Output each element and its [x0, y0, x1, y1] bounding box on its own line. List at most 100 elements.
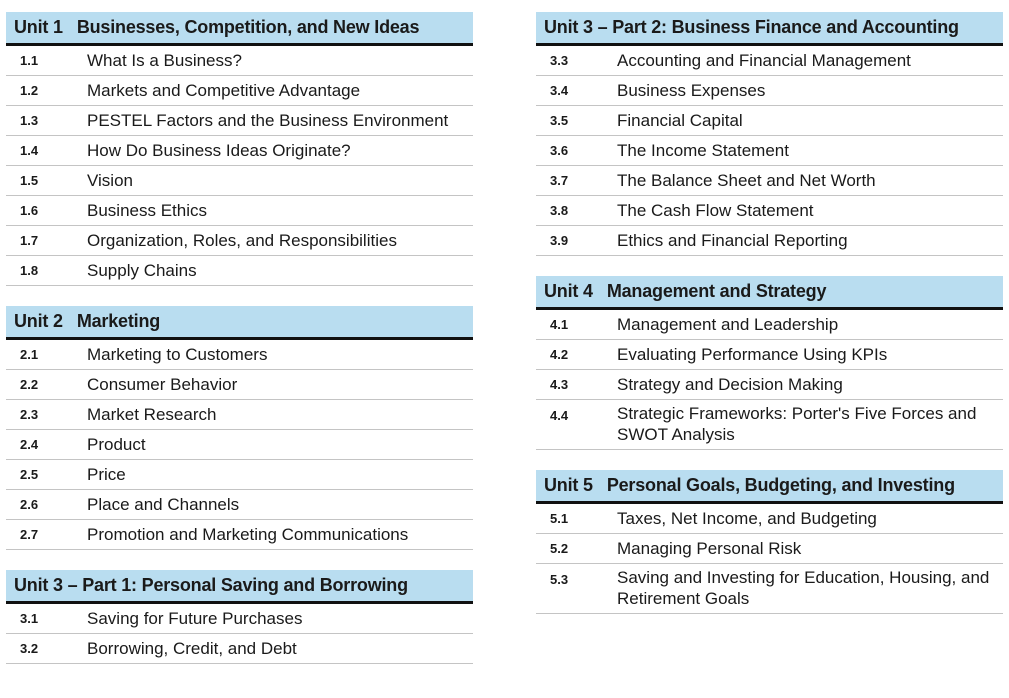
lesson-title: How Do Business Ideas Originate? — [87, 141, 351, 160]
lesson-number: 2.2 — [20, 377, 39, 392]
left-column: Unit 1 Businesses, Competition, and New … — [6, 12, 473, 684]
unit-header: Unit 4 Management and Strategy — [536, 276, 1003, 310]
lesson-row: 3.9 Ethics and Financial Reporting — [536, 226, 1003, 256]
lesson-title: Business Ethics — [87, 201, 207, 220]
lesson-title: Management and Leadership — [617, 315, 839, 334]
lesson-number: 4.4 — [550, 408, 569, 423]
lesson-row: 4.2 Evaluating Performance Using KPIs — [536, 340, 1003, 370]
lesson-number: 5.2 — [550, 541, 569, 556]
lesson-title: Organization, Roles, and Responsibilitie… — [87, 231, 397, 250]
lesson-row: 5.2 Managing Personal Risk — [536, 534, 1003, 564]
unit-2-section: Unit 2 Marketing 2.1 Marketing to Custome… — [6, 306, 473, 550]
lesson-number: 2.1 — [20, 347, 39, 362]
lesson-title: Vision — [87, 171, 133, 190]
lesson-number: 2.3 — [20, 407, 39, 422]
lesson-title: The Cash Flow Statement — [617, 201, 814, 220]
lesson-title: Financial Capital — [617, 111, 743, 130]
lesson-number: 4.1 — [550, 317, 569, 332]
unit-title: Unit 3 – Part 2: Business Finance and Ac… — [544, 17, 959, 37]
lesson-title: Promotion and Marketing Communications — [87, 525, 409, 544]
lesson-row: 3.5 Financial Capital — [536, 106, 1003, 136]
unit-number: Unit 5 — [544, 475, 593, 495]
unit-header: Unit 3 – Part 1: Personal Saving and Bor… — [6, 570, 473, 604]
lesson-title: Supply Chains — [87, 261, 197, 280]
lesson-row: 3.1 Saving for Future Purchases — [6, 604, 473, 634]
lesson-row: 4.4 Strategic Frameworks: Porter's Five F… — [536, 400, 1003, 450]
lesson-number: 1.5 — [20, 173, 39, 188]
lesson-number: 2.6 — [20, 497, 39, 512]
lesson-title: Strategic Frameworks: Porter's Five Forc… — [617, 404, 977, 444]
unit-number: Unit 2 — [14, 311, 63, 331]
lesson-title: Saving and Investing for Education, Hous… — [617, 568, 990, 608]
lesson-title: PESTEL Factors and the Business Environm… — [87, 111, 449, 130]
lesson-title: Managing Personal Risk — [617, 539, 802, 558]
lesson-number: 4.2 — [550, 347, 569, 362]
lesson-title: Ethics and Financial Reporting — [617, 231, 848, 250]
lesson-row: 2.3 Market Research — [6, 400, 473, 430]
lesson-number: 3.4 — [550, 83, 569, 98]
unit-title: Personal Goals, Budgeting, and Investing — [606, 475, 955, 495]
lesson-number: 1.2 — [20, 83, 39, 98]
unit-3-part-1-section: Unit 3 – Part 1: Personal Saving and Bor… — [6, 570, 473, 664]
lesson-title: Taxes, Net Income, and Budgeting — [617, 509, 877, 528]
lesson-title: Consumer Behavior — [87, 375, 238, 394]
lesson-title: Product — [87, 435, 146, 454]
lesson-title: The Income Statement — [617, 141, 789, 160]
lesson-row: 3.7 The Balance Sheet and Net Worth — [536, 166, 1003, 196]
lesson-row: 4.1 Management and Leadership — [536, 310, 1003, 340]
lesson-row: 2.7 Promotion and Marketing Communication… — [6, 520, 473, 550]
lesson-row: 1.2 Markets and Competitive Advantage — [6, 76, 473, 106]
lesson-row: 1.8 Supply Chains — [6, 256, 473, 286]
lesson-row: 1.7 Organization, Roles, and Responsibili… — [6, 226, 473, 256]
unit-4-section: Unit 4 Management and Strategy 4.1 Manage… — [536, 276, 1003, 450]
lesson-title: Markets and Competitive Advantage — [87, 81, 361, 100]
unit-title: Businesses, Competition, and New Ideas — [76, 17, 420, 37]
right-column: Unit 3 – Part 2: Business Finance and Ac… — [536, 12, 1003, 634]
lesson-title: The Balance Sheet and Net Worth — [617, 171, 876, 190]
lesson-title: Market Research — [87, 405, 217, 424]
lesson-number: 1.8 — [20, 263, 39, 278]
lesson-title: Business Expenses — [617, 81, 766, 100]
lesson-row: 1.4 How Do Business Ideas Originate? — [6, 136, 473, 166]
lesson-row: 1.6 Business Ethics — [6, 196, 473, 226]
lesson-number: 4.3 — [550, 377, 569, 392]
lesson-row: 2.6 Place and Channels — [6, 490, 473, 520]
unit-number: Unit 1 — [14, 17, 63, 37]
lesson-number: 2.4 — [20, 437, 39, 452]
lesson-title: Borrowing, Credit, and Debt — [87, 639, 297, 658]
lesson-row: 3.4 Business Expenses — [536, 76, 1003, 106]
lesson-title: Accounting and Financial Management — [617, 51, 911, 70]
lesson-title: Strategy and Decision Making — [617, 375, 843, 394]
lesson-title: Price — [87, 465, 126, 484]
lesson-number: 1.3 — [20, 113, 39, 128]
lesson-row: 5.1 Taxes, Net Income, and Budgeting — [536, 504, 1003, 534]
lesson-row: 1.1 What Is a Business? — [6, 46, 473, 76]
lesson-number: 3.3 — [550, 53, 569, 68]
lesson-row: 3.8 The Cash Flow Statement — [536, 196, 1003, 226]
lesson-number: 1.7 — [20, 233, 39, 248]
lesson-number: 3.6 — [550, 143, 569, 158]
lesson-title: Saving for Future Purchases — [87, 609, 303, 628]
unit-5-section: Unit 5 Personal Goals, Budgeting, and In… — [536, 470, 1003, 614]
lesson-title: Evaluating Performance Using KPIs — [617, 345, 888, 364]
lesson-number: 2.7 — [20, 527, 39, 542]
lesson-row: 3.3 Accounting and Financial Management — [536, 46, 1003, 76]
lesson-number: 3.5 — [550, 113, 569, 128]
lesson-title: Place and Channels — [87, 495, 240, 514]
lesson-number: 3.1 — [20, 611, 39, 626]
unit-title: Unit 3 – Part 1: Personal Saving and Bor… — [14, 575, 408, 595]
lesson-row: 3.2 Borrowing, Credit, and Debt — [6, 634, 473, 664]
lesson-number: 1.6 — [20, 203, 39, 218]
lesson-number: 5.3 — [550, 572, 569, 587]
unit-title: Management and Strategy — [606, 281, 827, 301]
lesson-row: 1.5 Vision — [6, 166, 473, 196]
lesson-row: 2.1 Marketing to Customers — [6, 340, 473, 370]
unit-1-section: Unit 1 Businesses, Competition, and New … — [6, 12, 473, 286]
unit-header: Unit 3 – Part 2: Business Finance and Ac… — [536, 12, 1003, 46]
lesson-row: 1.3 PESTEL Factors and the Business Envir… — [6, 106, 473, 136]
unit-title: Marketing — [76, 311, 161, 331]
lesson-number: 1.1 — [20, 53, 39, 68]
lesson-number: 3.9 — [550, 233, 569, 248]
lesson-row: 2.2 Consumer Behavior — [6, 370, 473, 400]
lesson-row: 3.6 The Income Statement — [536, 136, 1003, 166]
